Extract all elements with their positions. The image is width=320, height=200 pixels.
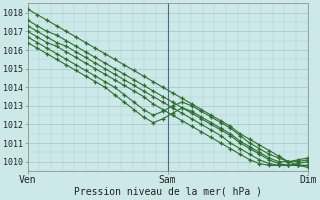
X-axis label: Pression niveau de la mer( hPa ): Pression niveau de la mer( hPa ) — [74, 187, 262, 197]
